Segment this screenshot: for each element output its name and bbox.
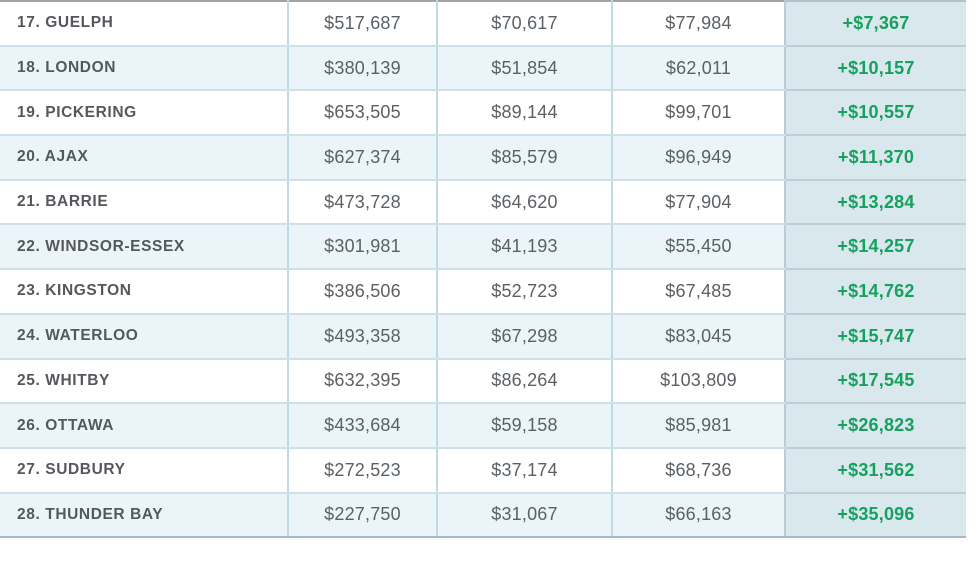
diff-cell: +$10,557 bbox=[785, 90, 966, 137]
value-cell: $55,450 bbox=[612, 224, 786, 271]
value-cell: $272,523 bbox=[288, 447, 438, 494]
value-cell: $31,067 bbox=[437, 492, 613, 539]
diff-cell: +$35,096 bbox=[785, 492, 966, 539]
value-cell: $66,163 bbox=[612, 492, 786, 539]
city-cell: 25. WHITBY bbox=[0, 358, 289, 405]
value-cell: $70,617 bbox=[437, 0, 613, 47]
value-cell: $627,374 bbox=[288, 135, 438, 181]
diff-cell: +$14,257 bbox=[785, 224, 966, 271]
value-cell: $52,723 bbox=[437, 269, 613, 315]
value-cell: $473,728 bbox=[288, 179, 438, 226]
diff-cell: +$7,367 bbox=[785, 0, 966, 47]
city-cell: 20. AJAX bbox=[0, 135, 289, 181]
value-cell: $227,750 bbox=[288, 492, 438, 539]
diff-cell: +$15,747 bbox=[785, 313, 966, 360]
city-cell: 24. WATERLOO bbox=[0, 313, 289, 360]
city-cell: 23. KINGSTON bbox=[0, 269, 289, 315]
diff-cell: +$14,762 bbox=[785, 269, 966, 315]
value-cell: $51,854 bbox=[437, 45, 613, 92]
diff-cell: +$10,157 bbox=[785, 45, 966, 92]
table-row: 25. WHITBY $632,395 $86,264 $103,809 +$17,54… bbox=[0, 358, 966, 405]
table-row: 19. PICKERING $653,505 $89,144 $99,701 +$10,… bbox=[0, 90, 966, 137]
diff-cell: +$17,545 bbox=[785, 358, 966, 405]
value-cell: $77,984 bbox=[612, 0, 786, 47]
table-row: 21. BARRIE $473,728 $64,620 $77,904 +$13,284 bbox=[0, 179, 966, 226]
value-cell: $103,809 bbox=[612, 358, 786, 405]
value-cell: $653,505 bbox=[288, 90, 438, 137]
city-cell: 21. BARRIE bbox=[0, 179, 289, 226]
table-row: 23. KINGSTON $386,506 $52,723 $67,485 +$14,7… bbox=[0, 269, 966, 315]
diff-cell: +$26,823 bbox=[785, 403, 966, 449]
value-cell: $632,395 bbox=[288, 358, 438, 405]
table-row: 26. OTTAWA $433,684 $59,158 $85,981 +$26,823 bbox=[0, 403, 966, 449]
value-cell: $86,264 bbox=[437, 358, 613, 405]
table-row: 22. WINDSOR-ESSEX $301,981 $41,193 $55,450 +… bbox=[0, 224, 966, 271]
city-cell: 17. GUELPH bbox=[0, 0, 289, 47]
diff-cell: +$13,284 bbox=[785, 179, 966, 226]
value-cell: $83,045 bbox=[612, 313, 786, 360]
value-cell: $59,158 bbox=[437, 403, 613, 449]
value-cell: $493,358 bbox=[288, 313, 438, 360]
value-cell: $77,904 bbox=[612, 179, 786, 226]
table-row: 28. THUNDER BAY $227,750 $31,067 $66,163 +$3… bbox=[0, 492, 966, 539]
value-cell: $89,144 bbox=[437, 90, 613, 137]
value-cell: $99,701 bbox=[612, 90, 786, 137]
table-row: 18. LONDON $380,139 $51,854 $62,011 +$10,157 bbox=[0, 45, 966, 92]
value-cell: $64,620 bbox=[437, 179, 613, 226]
value-cell: $67,298 bbox=[437, 313, 613, 360]
value-cell: $433,684 bbox=[288, 403, 438, 449]
value-cell: $62,011 bbox=[612, 45, 786, 92]
value-cell: $96,949 bbox=[612, 135, 786, 181]
city-cell: 26. OTTAWA bbox=[0, 403, 289, 449]
value-cell: $68,736 bbox=[612, 447, 786, 494]
diff-cell: +$31,562 bbox=[785, 447, 966, 494]
table-row: 24. WATERLOO $493,358 $67,298 $83,045 +$15,7… bbox=[0, 313, 966, 360]
city-ranking-table: 17. GUELPH $517,687 $70,617 $77,984 +$7,367 1… bbox=[0, 0, 966, 539]
city-cell: 22. WINDSOR-ESSEX bbox=[0, 224, 289, 271]
table-row: 27. SUDBURY $272,523 $37,174 $68,736 +$31,56… bbox=[0, 447, 966, 494]
value-cell: $41,193 bbox=[437, 224, 613, 271]
value-cell: $380,139 bbox=[288, 45, 438, 92]
value-cell: $301,981 bbox=[288, 224, 438, 271]
value-cell: $67,485 bbox=[612, 269, 786, 315]
city-cell: 19. PICKERING bbox=[0, 90, 289, 137]
value-cell: $85,981 bbox=[612, 403, 786, 449]
diff-cell: +$11,370 bbox=[785, 135, 966, 181]
city-cell: 27. SUDBURY bbox=[0, 447, 289, 494]
table-row: 17. GUELPH $517,687 $70,617 $77,984 +$7,367 bbox=[0, 0, 966, 47]
city-cell: 18. LONDON bbox=[0, 45, 289, 92]
value-cell: $386,506 bbox=[288, 269, 438, 315]
table-body: 17. GUELPH $517,687 $70,617 $77,984 +$7,367 1… bbox=[0, 0, 966, 539]
value-cell: $37,174 bbox=[437, 447, 613, 494]
city-cell: 28. THUNDER BAY bbox=[0, 492, 289, 539]
table-row: 20. AJAX $627,374 $85,579 $96,949 +$11,370 bbox=[0, 135, 966, 181]
value-cell: $517,687 bbox=[288, 0, 438, 47]
value-cell: $85,579 bbox=[437, 135, 613, 181]
